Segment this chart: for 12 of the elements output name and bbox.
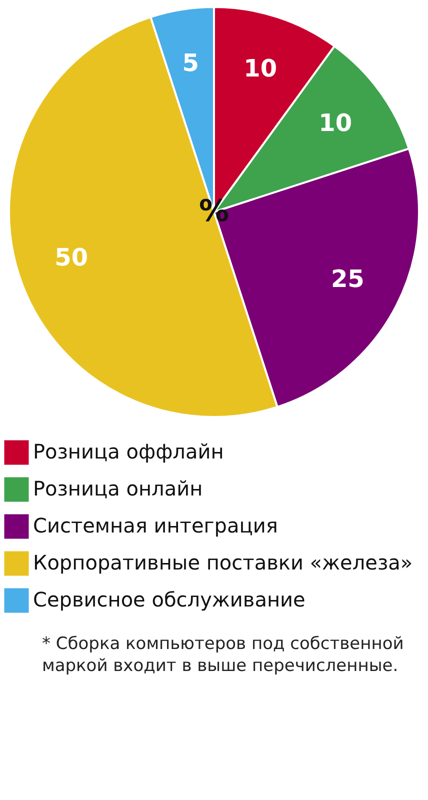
data-label: 10: [244, 54, 278, 82]
text: %: [198, 194, 230, 229]
legend-label: Системная интеграция: [33, 514, 278, 538]
legend-label: Розница оффлайн: [33, 440, 224, 464]
data-label: 5: [182, 48, 199, 77]
legend-label: Розница онлайн: [33, 476, 203, 500]
data-label: 10: [318, 108, 352, 137]
text: * Сборка компьютеров под собственной маркой входит в выше перечисленные.: [42, 633, 405, 677]
legend-label: Сервисное обслуживание: [33, 588, 306, 612]
data-label: 25: [330, 265, 364, 294]
legend-label: Корпоративные поставки «железа»: [33, 550, 413, 574]
data-label: 50: [54, 243, 88, 272]
